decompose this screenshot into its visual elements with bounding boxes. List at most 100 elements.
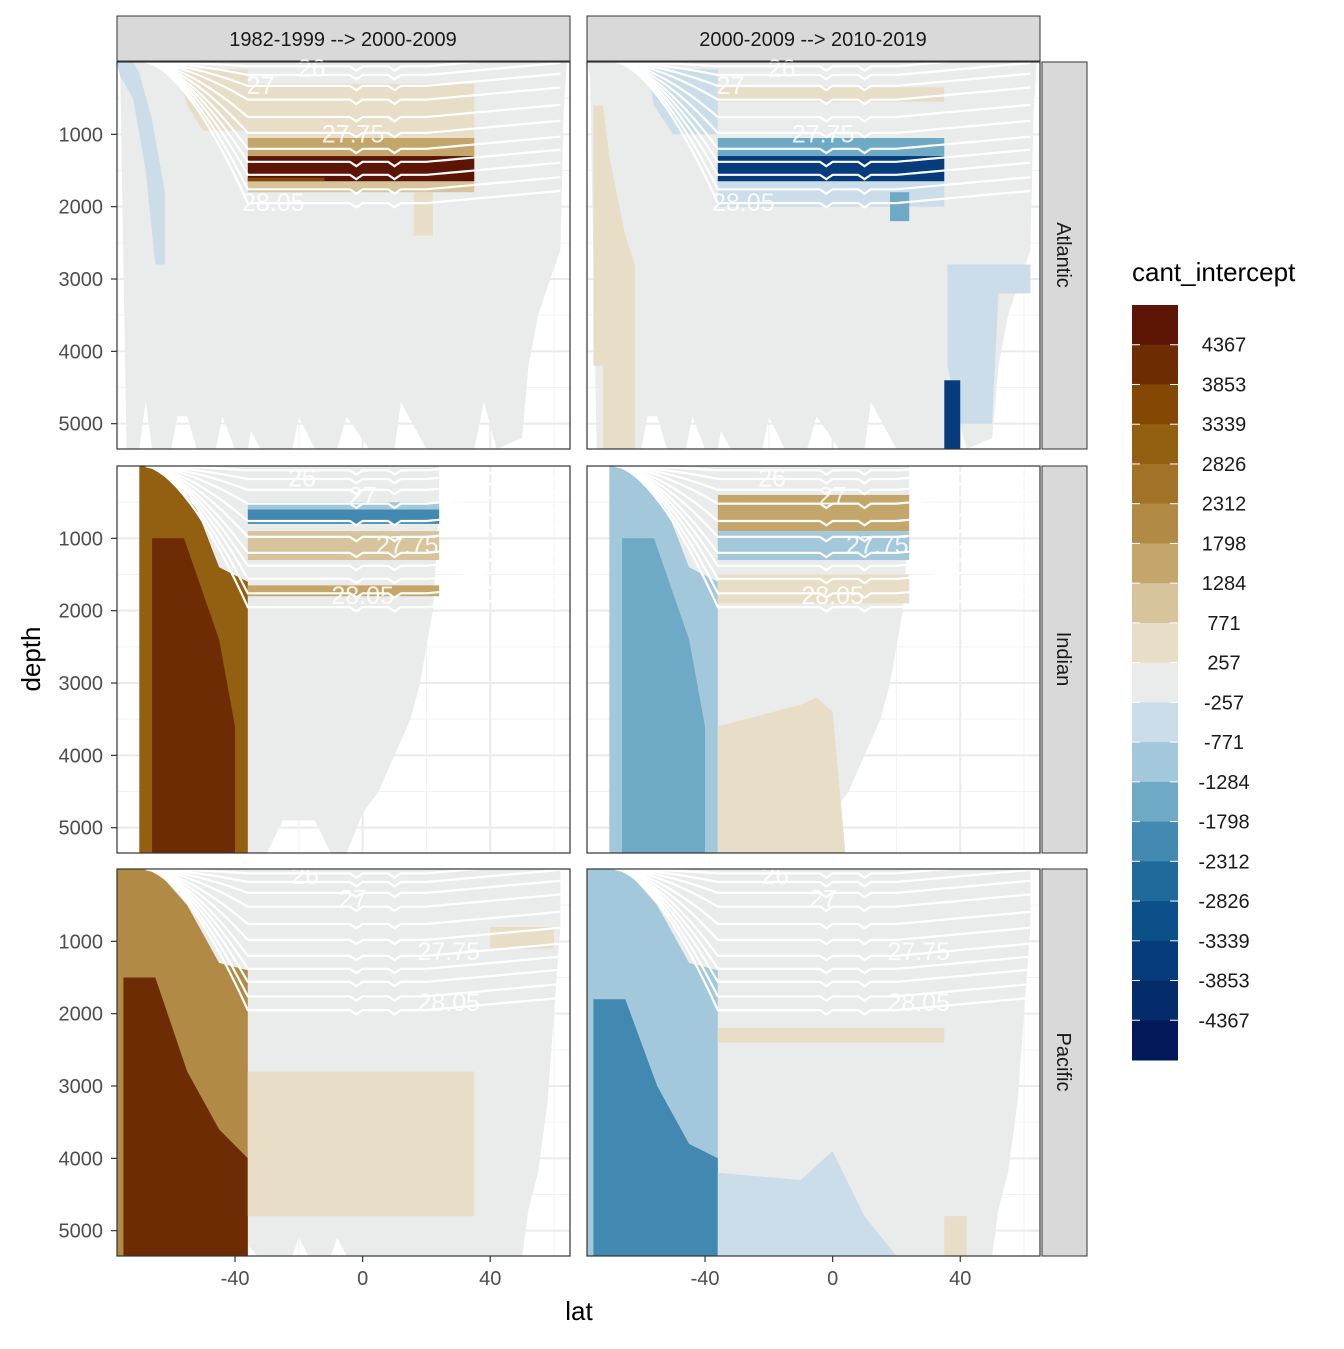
density-contours (615, 869, 1031, 1016)
density-contour (145, 466, 561, 543)
density-contour (145, 466, 561, 613)
legend-label: -2312 (1198, 851, 1249, 873)
density-contour (615, 62, 1031, 209)
contour-label: 26 (298, 55, 326, 83)
density-contour (615, 466, 1031, 510)
deep-positive (717, 697, 846, 853)
density-contour (145, 62, 561, 209)
y-tick-label: 1000 (59, 124, 104, 146)
density-contours (145, 869, 561, 1016)
upper-negative-edge (247, 502, 440, 510)
contour-label: 27 (247, 72, 275, 100)
legend-swatch (1132, 1020, 1178, 1061)
legend-label: 3853 (1202, 374, 1247, 396)
contour-label: 27.75 (376, 532, 439, 560)
deep-positive (247, 1071, 475, 1217)
southern-negative (117, 62, 165, 265)
contour-label: 28.05 (712, 189, 775, 217)
y-tick-label: 5000 (59, 414, 104, 436)
deep-negative (717, 1151, 897, 1256)
legend-label: 4367 (1202, 335, 1247, 357)
density-contour (615, 869, 1031, 913)
legend-swatch (1132, 901, 1178, 942)
y-tick-label: 2000 (59, 1004, 104, 1026)
density-contour (145, 466, 561, 572)
contour-label: 27 (717, 72, 745, 100)
density-contour (615, 869, 1031, 962)
legend-swatch (1132, 583, 1178, 624)
contour-label: 28.05 (417, 989, 480, 1017)
y-tick-label: 3000 (59, 1076, 104, 1098)
strip-row-1 (1041, 61, 1088, 450)
legend-label: -2826 (1198, 891, 1249, 913)
southern-positive (593, 105, 635, 449)
y-axis-title: depth (16, 626, 46, 691)
contour-label: 28.05 (331, 582, 394, 610)
density-contour (615, 62, 1031, 196)
density-contour (615, 62, 1031, 81)
y-tick-label: 4000 (59, 1148, 104, 1170)
legend: cant_intercept 4367 3853 3339 2826 2312 1798 1… (1132, 257, 1296, 1061)
density-contour (615, 466, 1031, 527)
panel-atlantic-period-2: 26 27 27.75 28.05 (586, 55, 1041, 450)
x-tick-label: 40 (479, 1268, 501, 1290)
legend-colorbar: 4367 3853 3339 2826 2312 1798 1284 771 257 -257 -7… (1132, 305, 1250, 1061)
legend-label: -4367 (1198, 1010, 1249, 1032)
strip-row-2 (1041, 465, 1088, 854)
panel-border (586, 465, 1041, 854)
density-contour (145, 62, 561, 196)
density-contour (615, 869, 1031, 1003)
density-contours (145, 62, 561, 209)
deep-southern-core (123, 977, 248, 1256)
deep-southern-core (152, 538, 235, 853)
legend-swatch (1132, 980, 1178, 1021)
legend-swatch (1132, 463, 1178, 505)
lower-positive (247, 585, 440, 597)
x-tick-label: 40 (949, 1268, 971, 1290)
legend-label: 257 (1207, 653, 1240, 675)
density-contour (145, 62, 487, 73)
x-axes: -40 0 40 -40 0 40 (221, 1256, 971, 1290)
density-contour (615, 869, 1031, 975)
legend-label: 1284 (1202, 573, 1247, 595)
upper-positive (717, 87, 945, 102)
density-contour (615, 869, 1031, 1016)
legend-label: -3339 (1198, 931, 1249, 953)
panel-field (587, 466, 910, 853)
panel-pacific-period-2: 26 27 27.75 28.05 (586, 862, 1041, 1257)
density-contour (615, 62, 957, 73)
panel-field (117, 869, 561, 1256)
legend-label: 1798 (1202, 533, 1247, 555)
density-contour (145, 62, 561, 168)
y-tick-label: 4000 (59, 341, 104, 363)
legend-label: -1798 (1198, 812, 1249, 834)
contour-label: 27.75 (846, 532, 909, 560)
legend-swatch (1132, 424, 1178, 465)
legend-swatch (1132, 861, 1178, 902)
density-contours (145, 466, 561, 613)
deep-north-min (944, 380, 961, 449)
legend-label: -3853 (1198, 971, 1249, 993)
density-contour (615, 869, 1031, 888)
density-contour (145, 62, 561, 155)
panel-border (116, 61, 571, 450)
contour-label: 26 (768, 55, 796, 83)
x-tick-label: -40 (691, 1268, 720, 1290)
density-contour (145, 869, 561, 930)
density-contour (615, 62, 1031, 106)
legend-label: 2312 (1202, 494, 1247, 516)
density-contour (145, 62, 561, 123)
panel-indian-period-1: 26 27 27.75 28.05 (116, 464, 571, 854)
strip-row-2-label: Indian (1052, 632, 1074, 687)
column-strips: 1982-1999 --> 2000-2009 2000-2009 --> 20… (116, 15, 1041, 62)
legend-title: cant_intercept (1132, 257, 1296, 287)
density-contour (145, 466, 561, 485)
contour-label: 26 (761, 862, 789, 890)
panel-field (587, 869, 1031, 1256)
legend-label: 2826 (1202, 454, 1247, 476)
y-tick-label: 1000 (59, 528, 104, 550)
panel-border (586, 868, 1041, 1257)
contour-label: 27 (339, 885, 367, 913)
panel-pacific-period-1: 26 27 27.75 28.05 (116, 862, 571, 1257)
